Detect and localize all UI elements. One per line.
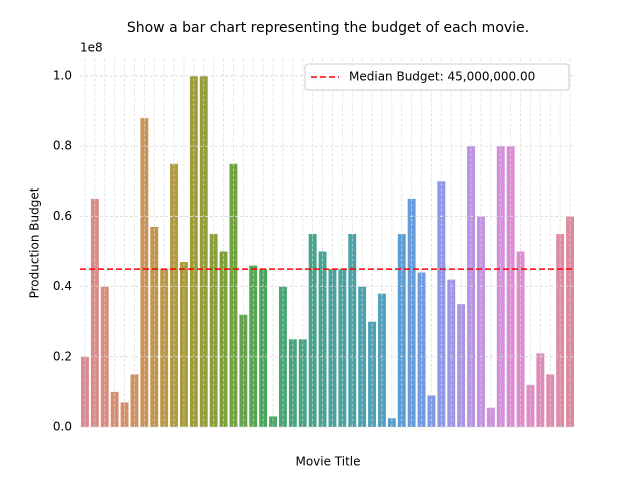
bar <box>476 216 485 427</box>
y-tick-label: 1.0 <box>53 69 72 83</box>
bar <box>407 198 416 427</box>
y-tick-label: 0.0 <box>53 420 72 434</box>
bar <box>298 339 307 427</box>
bar <box>189 76 198 428</box>
bar <box>486 407 495 427</box>
bar <box>140 118 149 428</box>
y-axis-label: Production Budget <box>28 187 42 298</box>
bar <box>447 279 456 427</box>
y-tick-label: 0.4 <box>53 279 72 293</box>
bar <box>288 339 297 427</box>
bar <box>269 416 278 427</box>
bar <box>80 356 89 427</box>
bar <box>338 269 347 427</box>
bar <box>387 418 396 427</box>
legend-box <box>304 63 570 91</box>
legend-label: Median Budget: 45,000,000.00 <box>349 70 535 84</box>
bar <box>259 269 268 427</box>
y-tick-label: 0.2 <box>53 349 72 363</box>
bar <box>566 216 575 427</box>
x-axis-label: Movie Title <box>295 455 360 469</box>
bar <box>160 269 169 427</box>
bar <box>100 286 109 427</box>
bar <box>328 269 337 427</box>
chart-title: Show a bar chart representing the budget… <box>127 20 529 36</box>
bar <box>90 198 99 427</box>
bar <box>150 226 159 427</box>
y-tick-label: 0.8 <box>53 139 72 153</box>
y-tick-label: 0.6 <box>53 209 72 223</box>
bar <box>199 76 208 428</box>
y-offset-label: 1e8 <box>80 41 103 55</box>
